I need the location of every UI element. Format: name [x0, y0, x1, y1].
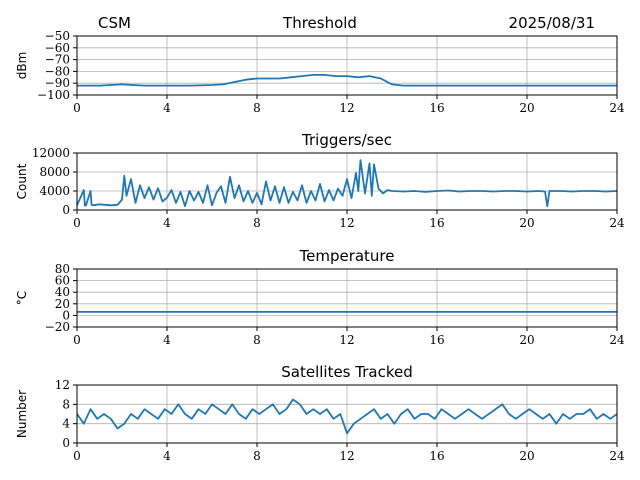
panels: 0 4 8 12 16 20 24 −100−90−80−70−60−50 dBm 0 4 8 12 16…	[15, 29, 625, 463]
series-line-1	[76, 159, 618, 208]
header-right: 2025/08/31	[509, 14, 595, 32]
y-tick-label: 20	[55, 297, 70, 311]
y-axis-label: °C	[15, 291, 29, 305]
x-tick-label: 4	[163, 333, 171, 347]
x-tick-label: 16	[429, 449, 444, 463]
y-tick-label: 0	[62, 436, 70, 450]
chart-panel-4: 0 4 8 12 16 20 24 0 4 8 12 Satellites Tracked Number	[15, 363, 625, 463]
x-tick-label: 24	[609, 449, 625, 463]
x-tick-label: 12	[339, 101, 354, 115]
x-tick-label: 0	[73, 333, 81, 347]
x-tick-label: 12	[339, 333, 354, 347]
header-center: Threshold	[282, 14, 357, 32]
x-tick-label: 24	[609, 333, 625, 347]
y-tick-label: 0	[62, 308, 70, 322]
x-tick-label: 20	[519, 333, 534, 347]
y-tick-label: −60	[45, 41, 70, 55]
y-tick-label: 4000	[39, 184, 70, 198]
x-tick-label: 8	[253, 216, 261, 230]
x-tick-label: 8	[253, 449, 261, 463]
x-tick-label: 16	[429, 216, 444, 230]
x-tick-label: 24	[609, 216, 625, 230]
y-tick-label: 0	[62, 203, 70, 217]
y-axis-label: Number	[15, 390, 29, 438]
y-tick-label: 40	[55, 285, 70, 299]
x-tick-label: 16	[429, 333, 444, 347]
chart-panel-2: 0 4 8 12 16 20 24 0 4000 8000 12000 Triggers/sec Cou…	[15, 131, 625, 230]
chart-panel-1: 0 4 8 12 16 20 24 −100−90−80−70−60−50 dBm	[15, 29, 625, 115]
series-line-1	[76, 398, 618, 435]
y-tick-label: −80	[45, 64, 70, 78]
y-tick-label: −100	[37, 88, 70, 102]
y-tick-label: 4	[62, 417, 70, 431]
x-tick-label: 20	[519, 449, 534, 463]
y-tick-label: 12000	[32, 146, 70, 160]
chart-title: Triggers/sec	[301, 131, 392, 149]
y-axis-label: Count	[15, 163, 29, 199]
x-tick-label: 8	[253, 101, 261, 115]
x-tick-label: 24	[609, 101, 625, 115]
chart-title: Satellites Tracked	[281, 363, 412, 381]
x-tick-label: 4	[163, 449, 171, 463]
x-tick-label: 20	[519, 216, 534, 230]
x-tick-label: 20	[519, 101, 534, 115]
header-left: CSM	[98, 14, 131, 32]
x-tick-label: 16	[429, 101, 444, 115]
x-tick-label: 0	[73, 216, 81, 230]
x-tick-label: 12	[339, 216, 354, 230]
x-tick-label: 4	[163, 216, 171, 230]
x-tick-label: 0	[73, 101, 81, 115]
y-tick-label: −50	[45, 29, 70, 43]
y-tick-label: −90	[45, 76, 70, 90]
x-tick-label: 0	[73, 449, 81, 463]
y-tick-label: 12	[55, 378, 70, 392]
y-tick-label: −70	[45, 53, 70, 67]
y-tick-label: 8	[62, 397, 70, 411]
x-tick-label: 4	[163, 101, 171, 115]
x-tick-label: 8	[253, 333, 261, 347]
y-tick-label: −20	[45, 320, 70, 334]
chart-title: Temperature	[298, 247, 394, 265]
y-axis-label: dBm	[15, 52, 29, 80]
y-tick-label: 80	[55, 262, 70, 276]
y-tick-label: 8000	[39, 165, 70, 179]
x-tick-label: 12	[339, 449, 354, 463]
y-tick-label: 60	[55, 274, 70, 288]
series-line-1	[77, 74, 617, 87]
